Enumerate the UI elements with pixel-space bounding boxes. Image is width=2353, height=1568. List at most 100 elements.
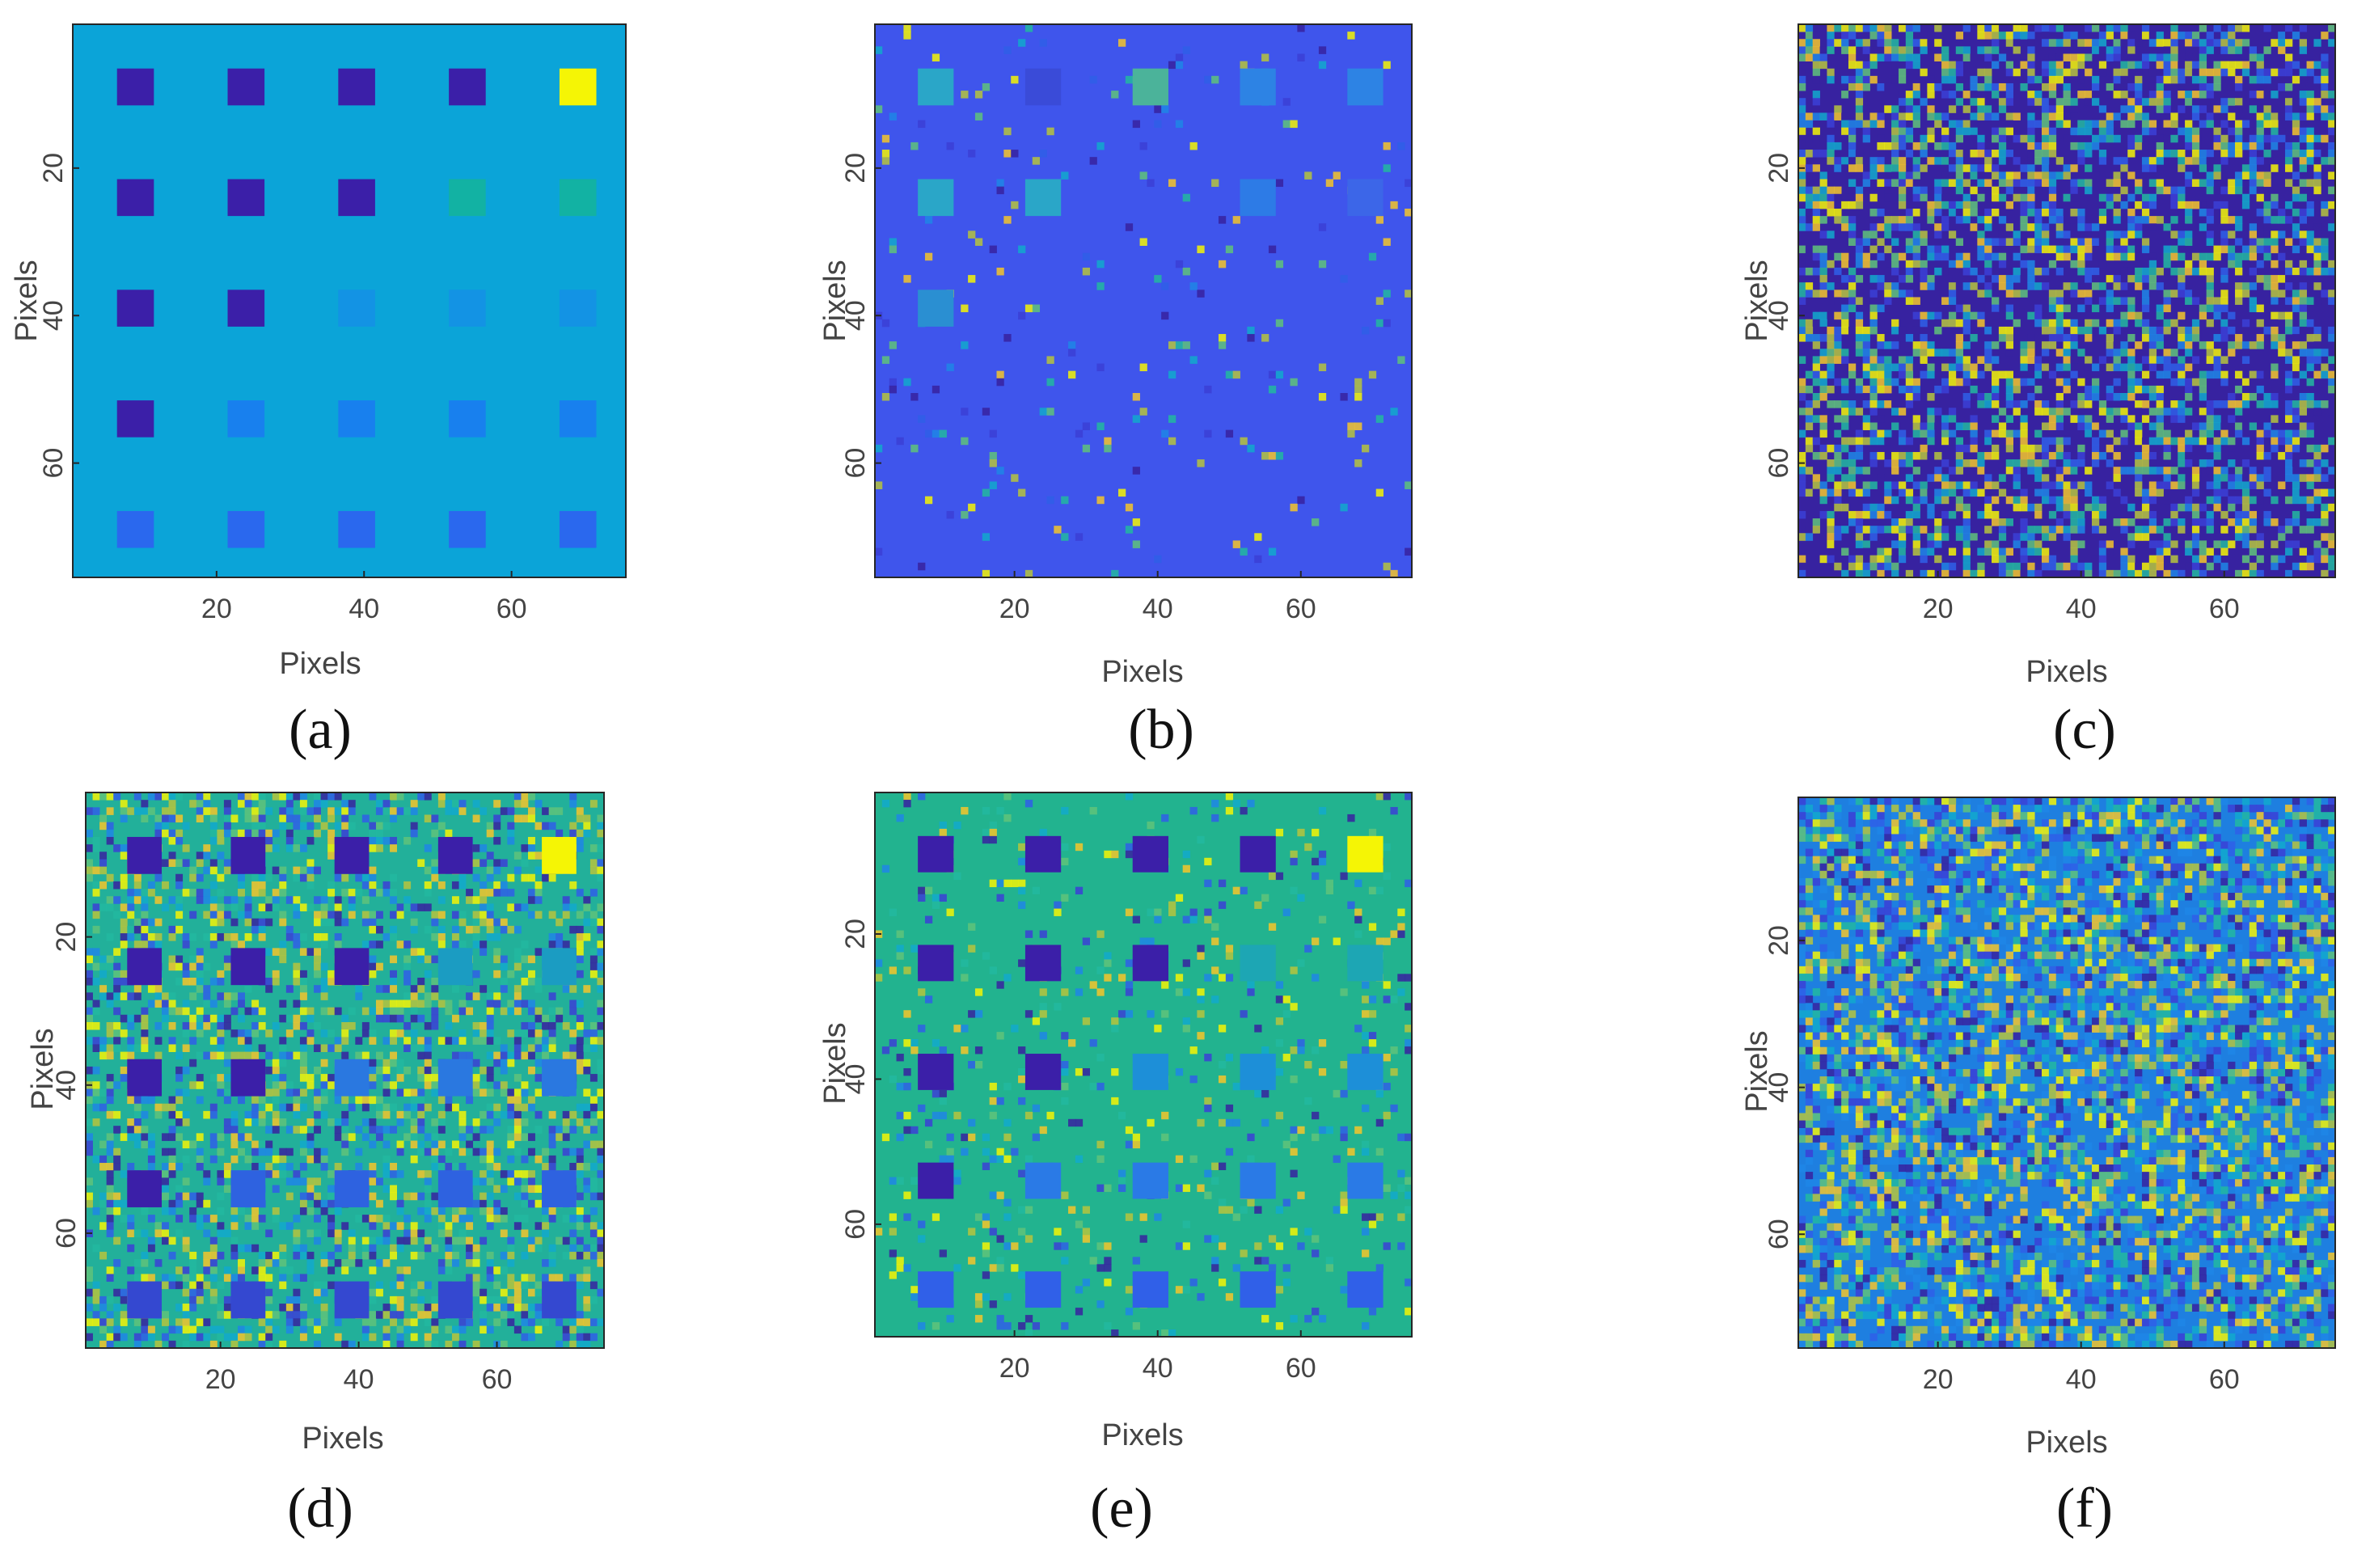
heatmap-cell: [2034, 82, 2043, 91]
heatmap-cell: [1992, 378, 2000, 387]
heatmap-cell: [1204, 75, 1212, 84]
heatmap-cell: [361, 1021, 370, 1030]
heatmap-cell: [1934, 223, 1942, 231]
heatmap-cell: [1819, 429, 1827, 438]
heatmap-cell: [2163, 53, 2171, 61]
heatmap-cell: [2034, 370, 2043, 379]
heatmap-cell: [1970, 459, 1978, 467]
heatmap-cell: [299, 1066, 307, 1075]
heatmap-cell: [2034, 179, 2043, 188]
heatmap-cell: [2135, 223, 2143, 231]
heatmap-cell: [285, 844, 294, 852]
heatmap-cell: [2321, 370, 2329, 379]
heatmap-cell: [431, 1021, 439, 1030]
heatmap-cell: [479, 1066, 488, 1075]
heatmap-block: [1024, 68, 1062, 106]
heatmap-cell: [162, 859, 169, 867]
heatmap-cell: [2328, 326, 2336, 335]
heatmap-cell: [293, 822, 301, 830]
heatmap-cell: [306, 859, 315, 867]
heatmap-cell: [1024, 304, 1033, 313]
heatmap-cell: [1383, 562, 1391, 571]
heatmap-cell: [1891, 408, 1899, 416]
heatmap-cell: [1848, 451, 1857, 460]
heatmap-cell: [2141, 533, 2150, 541]
heatmap-cell: [1884, 267, 1892, 276]
heatmap-cell: [403, 1044, 412, 1052]
heatmap-cell: [403, 978, 412, 986]
heatmap-cell: [2113, 216, 2121, 224]
heatmap-cell: [2127, 518, 2135, 526]
heatmap-cell: [2249, 164, 2258, 172]
heatmap-cell: [982, 533, 991, 541]
heatmap-cell: [2013, 319, 2021, 328]
x-tick-label: 60: [2209, 594, 2240, 624]
heatmap-cell: [2106, 319, 2114, 328]
heatmap-cell: [881, 157, 890, 165]
heatmap-cell: [127, 1014, 135, 1023]
heatmap-cell: [527, 1096, 535, 1105]
heatmap-cell: [974, 238, 983, 246]
heatmap-cell: [1827, 341, 1835, 349]
heatmap-cell: [217, 1074, 225, 1082]
heatmap-cell: [1869, 356, 1878, 364]
heatmap-cell: [2013, 238, 2021, 246]
heatmap-cell: [1798, 533, 1806, 541]
heatmap-cell: [106, 896, 114, 904]
heatmap-cell: [1798, 53, 1806, 61]
heatmap-cell: [2098, 400, 2107, 408]
heatmap-cell: [1977, 319, 1985, 328]
heatmap-cell: [2199, 150, 2207, 158]
heatmap-cell: [2013, 474, 2021, 482]
heatmap-cell: [2020, 223, 2028, 231]
heatmap-cell: [1941, 193, 1950, 202]
heatmap-cell: [2055, 252, 2064, 261]
heatmap-cell: [1992, 275, 2000, 283]
heatmap-cell: [1970, 53, 1978, 61]
heatmap-cell: [285, 792, 294, 801]
heatmap-cell: [1912, 526, 1920, 534]
heatmap-cell: [2063, 378, 2071, 387]
heatmap-cell: [2199, 267, 2207, 276]
heatmap-cell: [1834, 311, 1842, 320]
heatmap-cell: [939, 429, 947, 438]
heatmap-cell: [2328, 201, 2336, 209]
heatmap-cell: [1841, 112, 1849, 120]
heatmap-cell: [1912, 91, 1920, 99]
heatmap-cell: [2163, 245, 2171, 254]
x-axis-label: Pixels: [279, 647, 361, 681]
heatmap-cell: [2063, 68, 2071, 77]
heatmap-cell: [1827, 186, 1835, 195]
heatmap-cell: [1869, 275, 1878, 283]
heatmap-cell: [396, 911, 404, 919]
heatmap-cell: [1011, 474, 1019, 482]
heatmap-cell: [534, 852, 543, 860]
heatmap-cell: [2256, 53, 2264, 61]
heatmap-cell: [2299, 39, 2307, 47]
heatmap-cell: [1984, 393, 1992, 401]
heatmap-cell: [2178, 370, 2186, 379]
heatmap-cell: [1948, 230, 1957, 239]
heatmap-cell: [403, 955, 412, 964]
heatmap-cell: [2228, 319, 2236, 328]
heatmap-noise: [1798, 24, 2336, 578]
heatmap-cell: [2085, 164, 2093, 172]
heatmap-cell: [396, 1110, 404, 1119]
heatmap-cell: [120, 970, 128, 978]
heatmap-cell: [1992, 400, 2000, 408]
heatmap-cell: [2241, 474, 2250, 482]
heatmap-cell: [410, 1044, 418, 1052]
heatmap-cell: [458, 1037, 467, 1045]
heatmap-cell: [2091, 46, 2100, 54]
heatmap-cell: [1970, 488, 1978, 497]
heatmap-cell: [534, 1037, 543, 1045]
heatmap-cell: [1841, 422, 1849, 430]
heatmap-cell: [168, 1103, 176, 1112]
heatmap-cell: [1877, 547, 1885, 556]
heatmap-cell: [2213, 370, 2221, 379]
heatmap-cell: [569, 829, 577, 838]
heatmap-cell: [1841, 526, 1849, 534]
heatmap-cell: [1375, 319, 1383, 328]
heatmap-cell: [2278, 290, 2286, 298]
heatmap-cell: [589, 844, 598, 852]
